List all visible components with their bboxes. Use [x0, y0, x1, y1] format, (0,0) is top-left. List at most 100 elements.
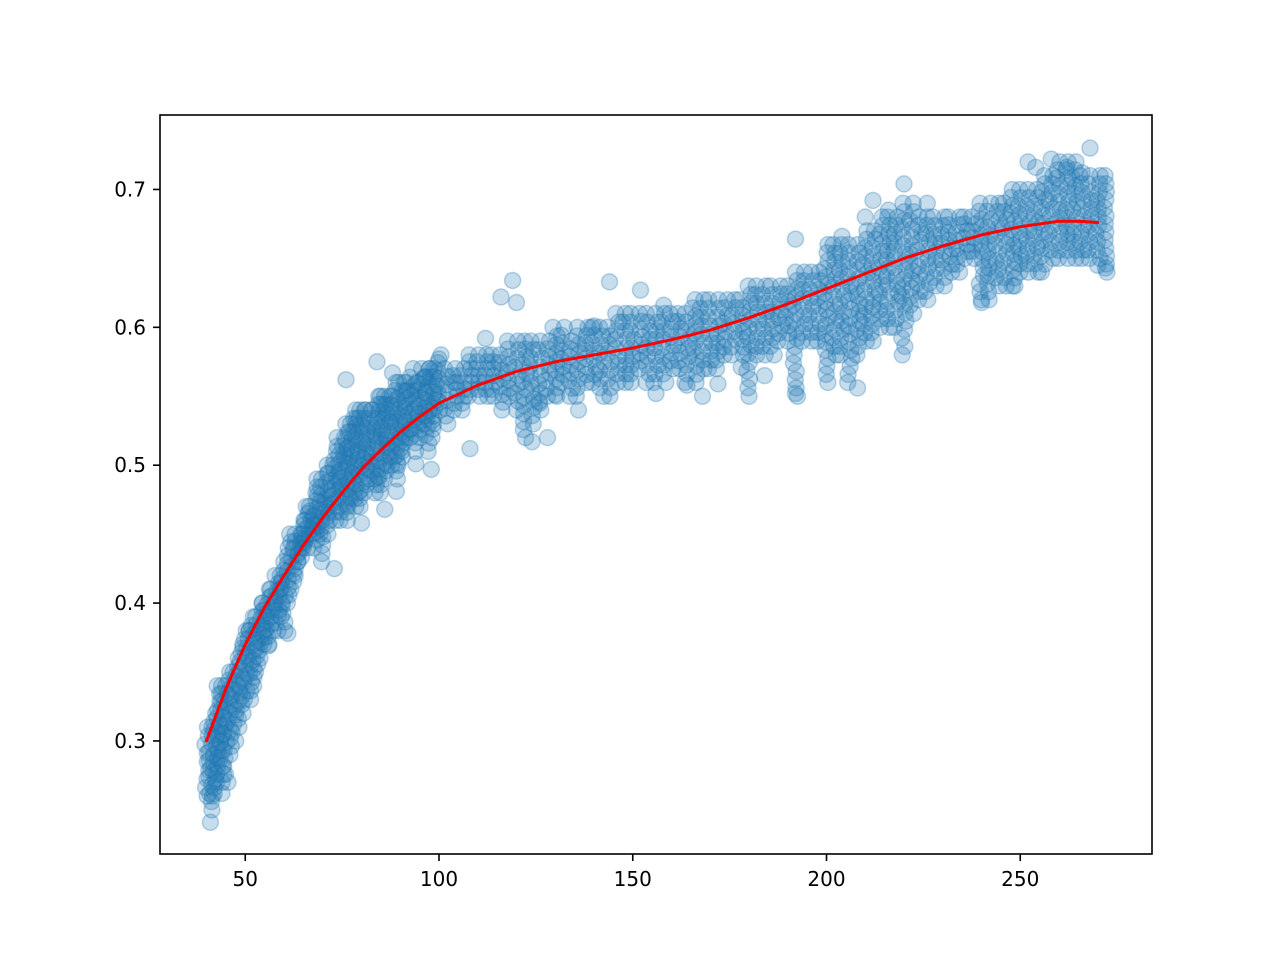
scatter-point	[554, 357, 572, 376]
scatter-point	[311, 478, 330, 497]
scatter-point	[632, 352, 650, 370]
scatter-point	[262, 615, 281, 633]
scatter-point	[200, 743, 218, 761]
scatter-point	[213, 773, 231, 792]
scatter-point	[602, 378, 620, 397]
scatter-point	[885, 242, 903, 260]
scatter-point	[979, 266, 997, 285]
scatter-point	[406, 425, 424, 443]
scatter-point	[444, 366, 462, 385]
scatter-point	[226, 706, 245, 724]
scatter-point	[733, 298, 752, 317]
scatter-point	[855, 323, 874, 342]
scatter-point	[356, 442, 375, 461]
scatter-point	[972, 293, 991, 312]
scatter-point	[1051, 201, 1069, 219]
scatter-point	[1003, 277, 1022, 295]
scatter-point	[1017, 246, 1035, 265]
scatter-point	[994, 252, 1012, 270]
scatter-point	[879, 225, 898, 243]
scatter-point	[200, 768, 218, 786]
scatter-point	[1091, 166, 1109, 185]
scatter-point	[708, 334, 727, 352]
scatter-point	[419, 442, 437, 461]
scatter-point	[871, 310, 890, 328]
scatter-point	[270, 601, 288, 619]
scatter-point	[242, 656, 260, 674]
scatter-point	[207, 773, 226, 792]
scatter-point	[203, 801, 221, 819]
scatter-point	[1090, 183, 1109, 201]
scatter-point	[1072, 200, 1091, 218]
scatter-point	[234, 670, 253, 688]
scatter-point	[208, 749, 227, 767]
scatter-point	[1050, 241, 1068, 260]
scatter-point	[973, 250, 992, 269]
scatter-point	[204, 745, 223, 764]
scatter-point	[818, 243, 836, 262]
scatter-point	[366, 484, 384, 502]
scatter-point	[934, 216, 952, 235]
scatter-point	[832, 235, 851, 254]
scatter-point	[355, 434, 373, 452]
scatter-point	[585, 326, 603, 344]
scatter-point	[834, 320, 853, 339]
scatter-point	[823, 329, 842, 347]
scatter-point	[225, 697, 243, 716]
scatter-point	[321, 472, 339, 490]
scatter-point	[927, 259, 945, 278]
scatter-point	[368, 353, 386, 371]
scatter-point	[347, 417, 366, 436]
scatter-point	[453, 394, 471, 412]
scatter-point	[490, 354, 508, 372]
scatter-point	[663, 344, 681, 362]
scatter-point	[522, 381, 541, 400]
scatter-point	[1097, 182, 1116, 201]
scatter-point	[425, 367, 443, 386]
scatter-point	[331, 503, 350, 521]
scatter-point	[409, 381, 428, 400]
scatter-point	[676, 304, 695, 323]
scatter-point	[902, 279, 921, 297]
scatter-point	[680, 347, 698, 366]
y-tick-label: 0.7	[114, 177, 146, 201]
scatter-point	[532, 401, 550, 419]
scatter-point	[524, 415, 543, 433]
scatter-point	[531, 384, 550, 402]
scatter-point	[388, 446, 406, 464]
scatter-point	[631, 320, 650, 339]
scatter-point	[393, 381, 412, 400]
scatter-point	[391, 439, 410, 458]
scatter-point	[727, 298, 745, 317]
scatter-point	[1064, 225, 1083, 244]
scatter-point	[229, 709, 248, 728]
scatter-point	[772, 285, 790, 303]
scatter-point	[924, 225, 943, 244]
scatter-point	[738, 328, 757, 346]
scatter-point	[376, 412, 394, 430]
scatter-point	[340, 456, 359, 474]
scatter-point	[460, 353, 479, 371]
scatter-point	[848, 252, 867, 271]
scatter-point	[893, 219, 911, 238]
scatter-point	[507, 293, 526, 312]
scatter-point	[507, 401, 526, 419]
scatter-point	[776, 308, 795, 327]
scatter-point	[461, 359, 480, 378]
scatter-point	[826, 295, 844, 313]
scatter-point	[371, 387, 390, 406]
scatter-point	[847, 278, 866, 296]
scatter-point	[779, 316, 798, 335]
scatter-point	[610, 313, 628, 331]
scatter-point	[421, 368, 440, 387]
scatter-point	[885, 225, 904, 243]
scatter-point	[663, 312, 682, 331]
scatter-point	[316, 490, 334, 509]
scatter-point	[478, 359, 497, 378]
scatter-point	[340, 423, 359, 441]
scatter-point	[903, 236, 921, 255]
scatter-point	[547, 335, 566, 354]
scatter-point	[873, 276, 892, 294]
scatter-point	[817, 365, 835, 384]
scatter-point	[209, 741, 227, 759]
